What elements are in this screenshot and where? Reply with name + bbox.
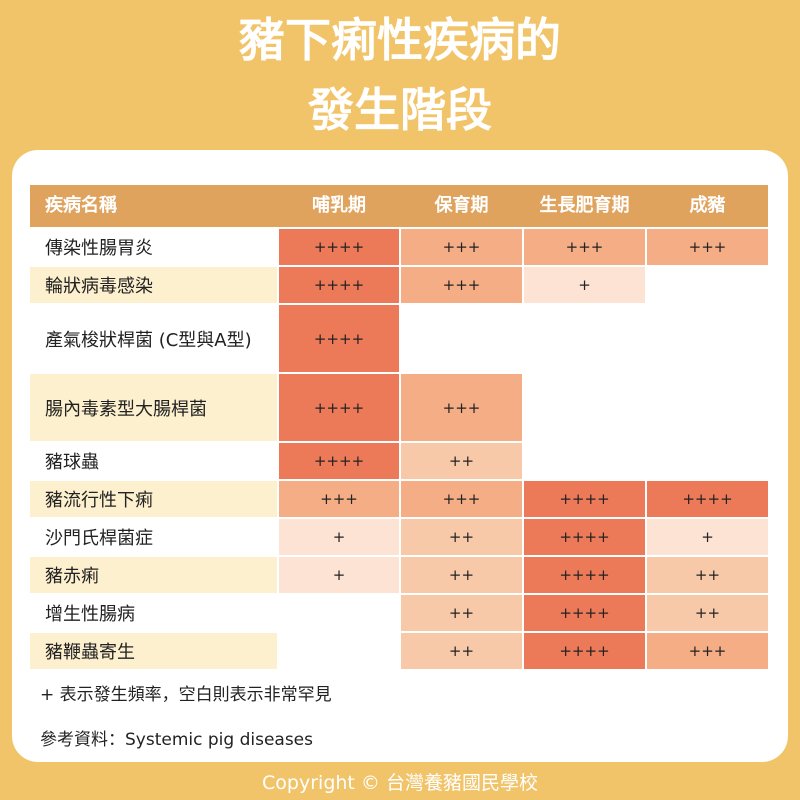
legend-note: + 表示發生頻率，空白則表示非常罕見 [40,685,332,705]
row-highlight [30,374,277,441]
column-header: 哺乳期 [312,195,366,216]
row-highlight [30,481,277,517]
disease-name: 腸內毒素型大腸桿菌 [45,398,207,420]
frequency-cell: ++ [401,443,522,479]
frequency-cell: +++ [401,481,522,517]
disease-name: 增生性腸病 [45,604,135,625]
column-header: 疾病名稱 [45,195,117,216]
disease-name: 豬鞭蟲寄生 [45,642,135,663]
frequency-cell: ++ [401,633,522,669]
frequency-cell: ++ [401,519,522,555]
column-header: 生長肥育期 [539,195,630,216]
frequency-cell: ++++ [524,519,645,555]
row-highlight [30,633,277,669]
frequency-cell: + [647,519,768,555]
frequency-cell: ++ [401,595,522,631]
frequency-cell: ++++ [279,267,399,303]
column-header: 成豬 [689,195,726,216]
frequency-cell: +++ [279,481,399,517]
frequency-cell: +++ [401,267,522,303]
frequency-cell: ++++ [524,595,645,631]
column-header: 保育期 [434,195,489,216]
disease-name: 豬球蟲 [45,452,99,473]
frequency-cell: + [524,267,645,303]
frequency-cell: + [279,519,399,555]
frequency-cell: ++++ [524,633,645,669]
disease-name: 豬流行性下痢 [45,490,153,511]
frequency-cell: ++++ [524,557,645,593]
frequency-cell: ++++ [647,481,768,517]
disease-name: 輪狀病毒感染 [45,276,153,297]
frequency-cell: ++++ [279,305,399,372]
table-header [30,185,768,227]
frequency-cell: ++++ [524,481,645,517]
title-line-1: 豬下痢性疾病的 [239,13,561,67]
title-line-2: 發生階段 [308,83,492,137]
frequency-cell: +++ [401,229,522,265]
frequency-cell: +++ [647,229,768,265]
disease-name: 傳染性腸胃炎 [45,238,153,259]
frequency-cell: +++ [524,229,645,265]
frequency-cell: +++ [401,374,522,441]
frequency-cell: ++++ [279,229,399,265]
copyright-footer: Copyright © 台灣養豬國民學校 [262,772,538,794]
frequency-cell: ++ [401,557,522,593]
reference-note: 參考資料：Systemic pig diseases [40,730,313,750]
disease-name: 沙門氏桿菌症 [45,528,153,549]
frequency-cell: ++++ [279,443,399,479]
frequency-cell: + [279,557,399,593]
frequency-cell: ++++ [279,374,399,441]
frequency-cell: +++ [647,633,768,669]
row-highlight [30,267,277,303]
frequency-cell: ++ [647,557,768,593]
frequency-cell: ++ [647,595,768,631]
disease-name: 產氣梭狀桿菌 (C型與A型) [45,329,252,351]
row-highlight [30,557,277,593]
disease-name: 豬赤痢 [45,566,99,587]
